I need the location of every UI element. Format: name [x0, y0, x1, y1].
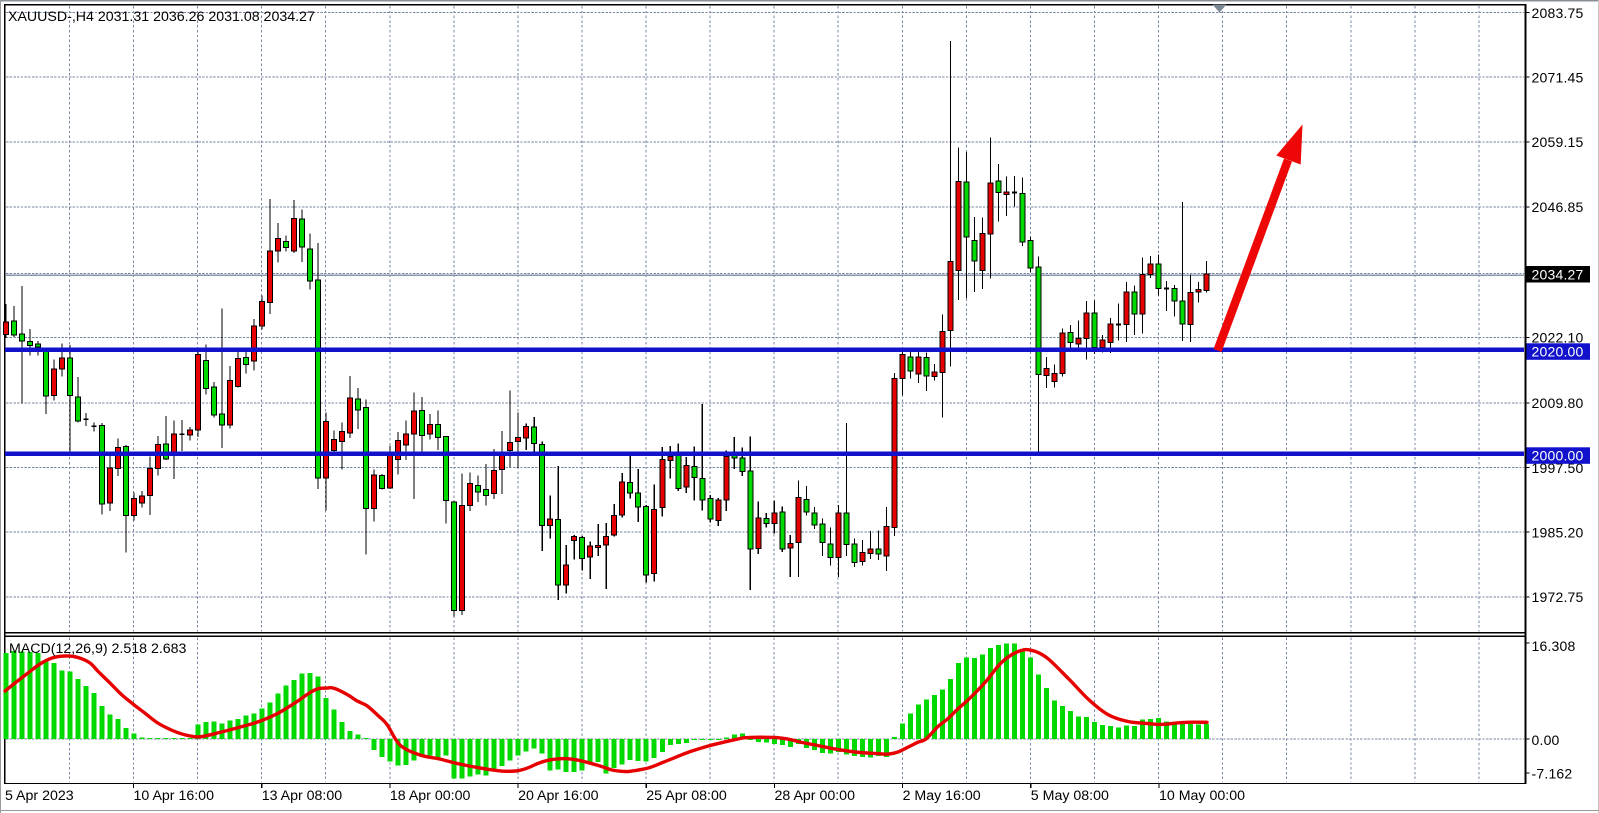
svg-text:1972.75: 1972.75: [1532, 589, 1584, 605]
svg-text:2034.27: 2034.27: [1532, 266, 1584, 282]
svg-text:20 Apr 16:00: 20 Apr 16:00: [518, 788, 599, 804]
svg-text:2059.15: 2059.15: [1532, 134, 1584, 150]
svg-text:2020.00: 2020.00: [1532, 344, 1584, 360]
svg-text:18 Apr 00:00: 18 Apr 00:00: [390, 788, 471, 804]
svg-text:1985.20: 1985.20: [1532, 525, 1584, 541]
svg-text:2 May 16:00: 2 May 16:00: [903, 788, 981, 804]
svg-text:2009.80: 2009.80: [1532, 395, 1584, 411]
svg-text:5 Apr 2023: 5 Apr 2023: [5, 788, 74, 804]
svg-text:MACD(12,26,9) 2.518 2.683: MACD(12,26,9) 2.518 2.683: [9, 641, 187, 657]
svg-text:10 May 00:00: 10 May 00:00: [1159, 788, 1245, 804]
svg-text:XAUUSD-,H4 2031.31 2036.26 20: XAUUSD-,H4 2031.31 2036.26 2031.08 2034.…: [8, 9, 315, 25]
svg-text:10 Apr 16:00: 10 Apr 16:00: [134, 788, 215, 804]
svg-text:2000.00: 2000.00: [1532, 448, 1584, 464]
svg-text:28 Apr 00:00: 28 Apr 00:00: [775, 788, 856, 804]
svg-text:0.00: 0.00: [1532, 732, 1560, 748]
svg-text:25 Apr 08:00: 25 Apr 08:00: [646, 788, 727, 804]
svg-text:2046.85: 2046.85: [1532, 199, 1584, 215]
svg-text:2083.75: 2083.75: [1532, 5, 1584, 21]
svg-text:16.308: 16.308: [1532, 638, 1576, 654]
svg-text:1997.50: 1997.50: [1532, 460, 1584, 476]
svg-text:2022.10: 2022.10: [1532, 330, 1584, 346]
svg-text:5 May 08:00: 5 May 08:00: [1031, 788, 1109, 804]
svg-text:13 Apr 08:00: 13 Apr 08:00: [262, 788, 343, 804]
svg-text:-7.162: -7.162: [1532, 766, 1573, 782]
svg-text:2071.45: 2071.45: [1532, 70, 1584, 86]
